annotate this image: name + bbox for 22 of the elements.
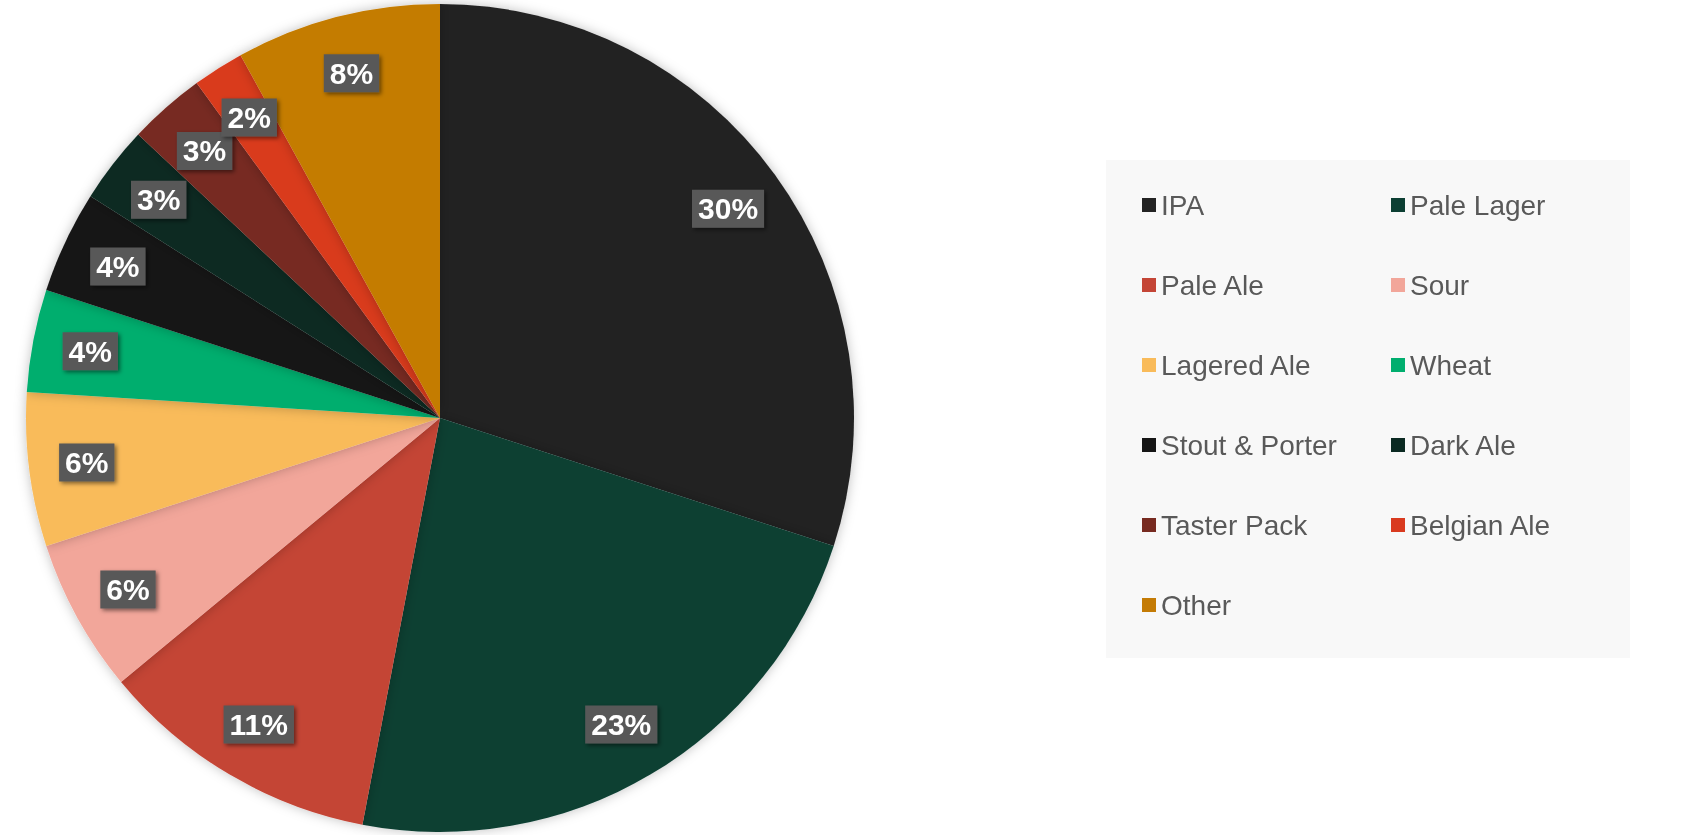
legend-label: Other xyxy=(1161,589,1232,621)
legend-label: Wheat xyxy=(1410,349,1492,381)
legend-label: Belgian Ale xyxy=(1410,509,1551,541)
legend-label: Lagered Ale xyxy=(1161,349,1311,381)
data-label: 11% xyxy=(229,707,288,741)
data-label: 23% xyxy=(591,707,652,741)
legend-label: Pale Ale xyxy=(1161,269,1264,301)
legend-label: Pale Lager xyxy=(1410,189,1546,221)
data-label: 3% xyxy=(136,183,181,217)
data-label: 4% xyxy=(96,249,140,283)
data-label: 6% xyxy=(106,573,150,607)
data-label: 30% xyxy=(698,192,759,226)
data-label: 6% xyxy=(65,446,109,480)
data-label: 2% xyxy=(227,100,271,134)
legend-label: Sour xyxy=(1410,269,1470,301)
legend-label: Dark Ale xyxy=(1410,429,1516,461)
data-label: 4% xyxy=(68,334,112,368)
data-label: 3% xyxy=(182,134,227,168)
data-label: 8% xyxy=(329,56,374,90)
legend-label: IPA xyxy=(1161,189,1205,221)
legend-label: Stout & Porter xyxy=(1161,429,1337,461)
legend-label: Taster Pack xyxy=(1161,509,1309,541)
